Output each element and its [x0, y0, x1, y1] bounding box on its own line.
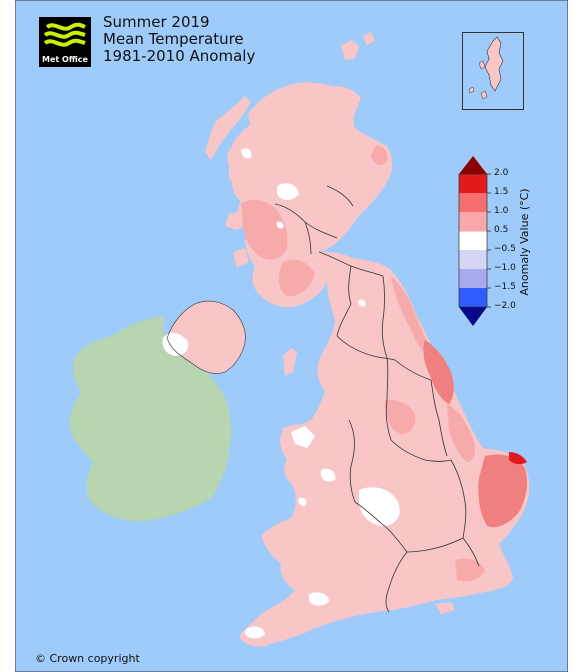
yorkshire-coast-high — [423, 340, 454, 404]
scotland-higher-ne — [371, 145, 388, 165]
uk-anomaly-map — [15, 0, 568, 672]
cornwall-low — [245, 626, 265, 639]
legend-title: Anomaly Value (°C) — [518, 188, 531, 296]
shetland-inset — [462, 32, 524, 110]
legend-tick: −0.5 — [494, 244, 516, 254]
ne-england-higher — [391, 276, 435, 358]
legend-swatch-6 — [459, 250, 487, 269]
islay — [233, 248, 249, 268]
legend-tick: 1.0 — [494, 206, 509, 216]
england-wales — [239, 251, 530, 647]
legend-swatch-3 — [459, 212, 487, 231]
ni-low-patch — [162, 332, 189, 356]
norfolk-coast-highest — [509, 452, 527, 465]
midlands-higher — [385, 399, 416, 434]
scotland-low-2 — [241, 148, 252, 159]
skye — [229, 158, 247, 182]
legend-swatch-5 — [459, 232, 487, 250]
scotland-higher-sw — [278, 259, 315, 297]
title-line-1: Summer 2019 — [103, 13, 210, 31]
met-office-logo: Met Office — [39, 17, 91, 67]
northern-england-low — [358, 299, 366, 307]
isle-of-man — [283, 348, 297, 376]
wales-low-3 — [298, 497, 307, 506]
wales-low-2 — [320, 468, 336, 482]
devon-low — [309, 592, 329, 606]
legend-swatch-9 — [459, 288, 487, 307]
shetland-islands — [468, 36, 504, 100]
region-boundaries — [274, 185, 480, 613]
legend-tick: −1.5 — [494, 282, 516, 292]
wave-icon — [43, 22, 86, 47]
legend-colorbar — [458, 156, 491, 326]
map-frame: Met Office Summer 2019 Mean Temperature … — [15, 0, 568, 672]
legend-extend-high — [459, 156, 487, 174]
legend-extend-low — [459, 307, 487, 326]
legend-tick: −2.0 — [494, 301, 516, 311]
title-line-2: Mean Temperature — [103, 30, 244, 48]
isle-of-wight — [435, 602, 455, 614]
orkney — [341, 32, 375, 60]
copyright-notice: © Crown copyright — [35, 652, 140, 665]
legend-tick: −1.0 — [494, 263, 516, 273]
scotland-low-1 — [277, 183, 299, 200]
legend-tick: 1.5 — [494, 187, 509, 197]
east-anglia-high — [478, 454, 527, 528]
lincolnshire-higher — [447, 404, 475, 462]
legend-tick: 2.0 — [494, 168, 509, 178]
outer-hebrides — [205, 96, 251, 160]
legend-swatch-2 — [459, 193, 487, 212]
legend-swatch-7 — [459, 269, 487, 288]
northern-ireland — [167, 301, 246, 374]
midlands-low — [359, 487, 400, 526]
scotland-low-3 — [276, 221, 284, 229]
logo-text: Met Office — [42, 55, 88, 64]
ireland-landmass — [69, 316, 232, 522]
legend-tick: 0.5 — [494, 225, 509, 235]
legend-swatch-1 — [459, 174, 487, 193]
scotland-higher-west — [241, 199, 288, 260]
coastline — [166, 300, 246, 374]
wales-low-1 — [291, 426, 315, 448]
title-line-3: 1981-2010 Anomaly — [103, 47, 256, 65]
se-england-higher — [455, 558, 485, 582]
